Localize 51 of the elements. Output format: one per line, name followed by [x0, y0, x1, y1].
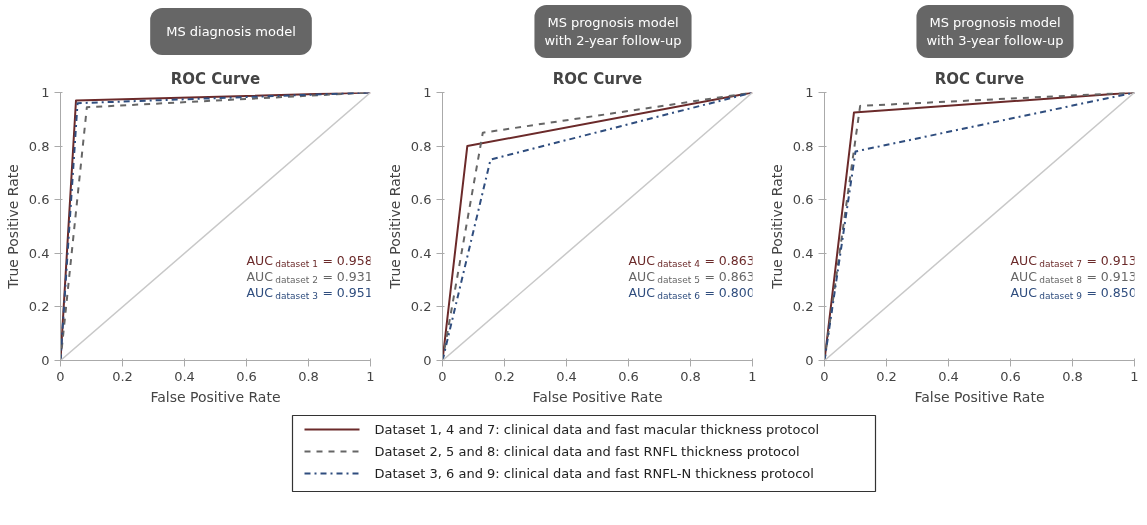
- y-tick-label: 0: [41, 353, 50, 368]
- chart-subtitle: MS diagnosis model: [166, 24, 296, 39]
- x-tick-label: 0.6: [618, 368, 639, 384]
- y-tick-label: 0: [423, 353, 432, 368]
- y-tick-label: 0.2: [410, 299, 432, 315]
- y-tick-label: 0.6: [28, 192, 50, 208]
- x-tick-label: 0.2: [112, 368, 133, 384]
- y-tick-label: 0.2: [792, 299, 814, 315]
- y-tick-label: 0.4: [792, 245, 814, 261]
- x-tick-label: 1: [366, 368, 375, 384]
- y-axis-title: True Positive Rate: [386, 164, 403, 290]
- y-tick-label: 0.6: [410, 192, 432, 208]
- y-axis-title: True Positive Rate: [4, 164, 21, 290]
- x-tick-label: 0: [820, 368, 829, 384]
- x-tick-label: 0.2: [876, 368, 897, 384]
- y-tick-label: 1: [423, 85, 432, 100]
- y-tick-label: 0.4: [410, 245, 432, 261]
- y-tick-label: 1: [41, 85, 50, 100]
- y-tick-label: 0.4: [28, 245, 50, 261]
- chart-title: ROC Curve: [170, 69, 261, 88]
- y-tick-label: 1: [805, 85, 814, 100]
- chart-title: ROC Curve: [934, 69, 1025, 88]
- x-tick-label: 0: [56, 368, 65, 384]
- y-tick-label: 0.8: [792, 138, 814, 154]
- x-tick-label: 0.6: [236, 368, 257, 384]
- x-tick-label: 1: [748, 368, 757, 384]
- y-tick-label: 0.8: [410, 138, 432, 154]
- y-tick-label: 0.6: [792, 192, 814, 208]
- y-axis-title: True Positive Rate: [768, 164, 785, 290]
- x-tick-label: 0.2: [494, 368, 515, 384]
- x-axis-title: False Positive Rate: [532, 388, 663, 405]
- legend-label: Dataset 3, 6 and 9: clinical data and fast RNFL-N thickness protocol: [374, 466, 814, 481]
- chart-subtitle: MS prognosis model with 2-year follow-up: [544, 15, 682, 48]
- y-tick-label: 0: [805, 353, 814, 368]
- x-tick-label: 0.8: [680, 368, 701, 384]
- chart-title: ROC Curve: [552, 69, 643, 88]
- y-tick-label: 0.2: [28, 299, 50, 315]
- chart-subtitle: MS prognosis model with 3-year follow-up: [926, 15, 1064, 48]
- y-tick-label: 0.8: [28, 138, 50, 154]
- legend-label: Dataset 2, 5 and 8: clinical data and fast RNFL thickness protocol: [374, 444, 800, 459]
- x-axis-title: False Positive Rate: [150, 388, 281, 405]
- legend-label: Dataset 1, 4 and 7: clinical data and fast macular thickness protocol: [374, 422, 820, 437]
- x-tick-label: 0.8: [298, 368, 319, 384]
- x-axis-title: False Positive Rate: [914, 388, 1045, 405]
- x-tick-label: 0.4: [556, 368, 577, 384]
- x-tick-label: 0.6: [1000, 368, 1021, 384]
- x-tick-label: 0.8: [1062, 368, 1083, 384]
- x-tick-label: 1: [1130, 368, 1139, 384]
- x-tick-label: 0.4: [938, 368, 959, 384]
- x-tick-label: 0: [438, 368, 447, 384]
- x-tick-label: 0.4: [174, 368, 195, 384]
